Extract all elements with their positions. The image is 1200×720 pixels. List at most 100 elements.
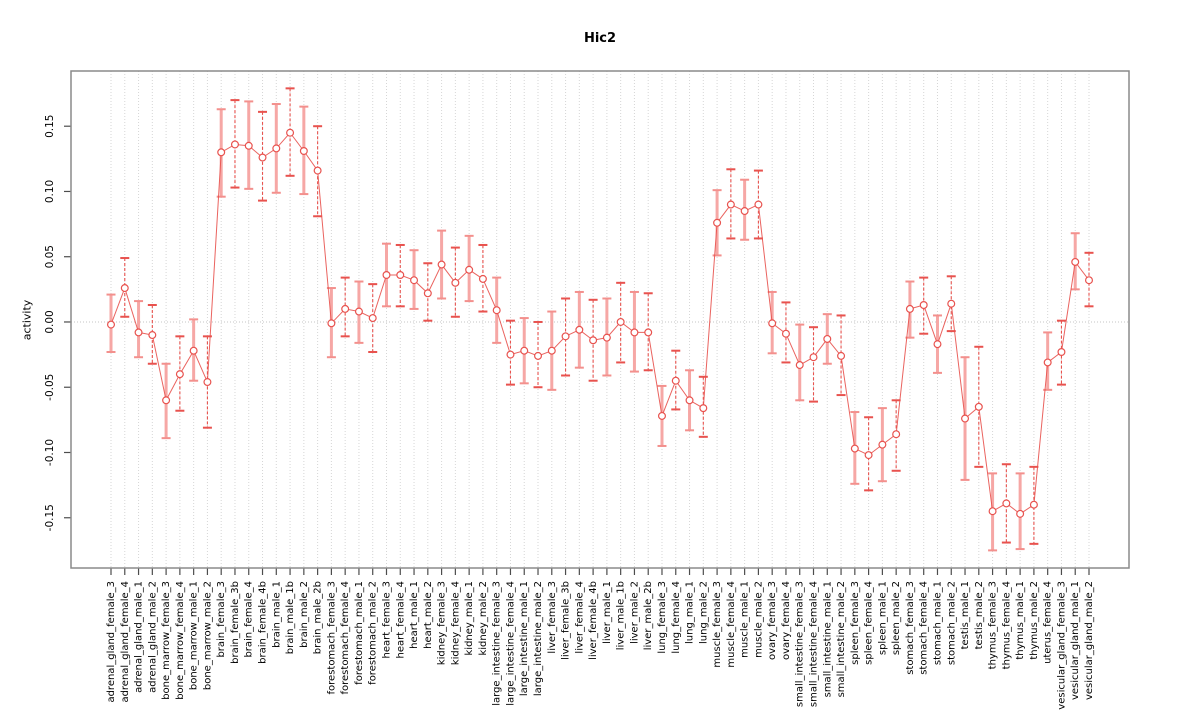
data-point [230,140,239,149]
x-tick-label: forestomach_male_2 [368,581,379,685]
data-point [657,411,666,420]
plot-border [70,70,1130,569]
x-tick-label: adrenal_gland_female_3 [106,581,117,703]
data-point [781,329,790,338]
x-tick-label: adrenal_gland_male_1 [134,581,145,693]
x-tick-label: heart_female_3 [381,581,392,659]
x-tick-label: heart_male_2 [423,581,434,649]
x-tick-label: large_intestine_female_4 [505,581,516,706]
data-point [1016,509,1025,518]
x-tick-label: testis_male_2 [974,581,985,649]
data-point [699,404,708,413]
x-tick-label: kidney_male_2 [478,581,489,656]
data-point [134,328,143,337]
data-point [506,350,515,359]
x-tick-label: thymus_female_4 [1001,581,1012,669]
data-point [850,444,859,453]
data-point [919,301,928,310]
data-point [1043,358,1052,367]
data-point [837,351,846,360]
data-point [1057,347,1066,356]
y-tick-label: 0.10 [44,180,56,203]
x-tick-label: forestomach_female_4 [340,581,351,694]
x-tick-label: bone_marrow_male_1 [189,581,200,690]
x-tick-label: brain_female_4b [258,581,269,664]
x-tick-label: liver_male_2 [629,581,640,644]
x-tick-label: forestomach_female_3 [326,581,337,694]
data-point [630,328,639,337]
data-point [713,218,722,227]
x-tick-label: small_intestine_female_3 [795,581,806,707]
data-point [616,317,625,326]
data-point [754,200,763,209]
x-tick-label: brain_female_3b [230,581,241,664]
data-point [974,402,983,411]
series-line [110,131,1090,515]
data-point [148,331,157,340]
x-tick-label: muscle_male_2 [753,581,764,658]
x-tick-label: vesicular_gland_male_2 [1084,581,1095,700]
x-tick-label: spleen_female_4 [864,581,875,665]
x-tick-label: kidney_female_3 [437,581,448,665]
data-point [795,361,804,370]
x-tick-label: brain_female_4 [244,581,255,658]
y-tick-label: 0.00 [44,310,56,333]
x-tick-label: brain_male_1b [285,581,296,654]
data-point [534,351,543,360]
x-tick-label: adrenal_gland_female_4 [120,581,131,703]
data-point [1002,499,1011,508]
x-tick-label: thymus_male_2 [1029,581,1040,660]
data-point [244,141,253,150]
data-point [478,274,487,283]
x-tick-label: large_intestine_male_2 [533,581,544,696]
data-point [189,346,198,355]
data-point [341,304,350,313]
y-tick-label: 0.05 [44,245,56,268]
data-point [203,378,212,387]
data-point [313,166,322,175]
x-tick-label: stomach_female_3 [905,581,916,675]
x-tick-label: heart_female_4 [395,581,406,659]
data-point [809,353,818,362]
data-point [1029,500,1038,509]
x-tick-label: testis_male_1 [960,581,971,649]
x-tick-label: brain_male_1 [271,581,282,648]
x-tick-label: small_intestine_male_1 [822,581,833,697]
x-tick-label: kidney_male_1 [464,581,475,656]
x-tick-label: vesicular_gland_female_3 [1056,581,1067,710]
data-point [589,336,598,345]
data-point [162,396,171,405]
x-tick-label: liver_female_4 [574,581,585,654]
data-point [286,128,295,137]
x-tick-label: thymus_female_3 [988,581,999,669]
x-tick-label: bone_marrow_male_2 [202,581,213,690]
data-point [327,319,336,328]
data-point [1084,276,1093,285]
data-point [892,430,901,439]
data-point [685,396,694,405]
x-tick-label: brain_male_2 [299,581,310,648]
x-tick-label: small_intestine_male_2 [836,581,847,697]
x-tick-label: brain_female_3 [216,581,227,658]
data-point [575,325,584,334]
data-point [437,260,446,269]
x-tick-label: large_intestine_male_1 [519,581,530,696]
x-tick-label: spleen_male_2 [891,581,902,655]
x-tick-label: ovary_female_3 [767,581,778,660]
x-tick-label: small_intestine_female_4 [809,581,820,707]
x-tick-label: bone_marrow_female_3 [161,581,172,700]
x-tick-label: spleen_male_1 [877,581,888,655]
chart-title: Hic2 [583,31,617,46]
data-point [547,346,556,355]
data-point [726,200,735,209]
x-tick-label: lung_male_2 [698,581,709,644]
y-tick-label: 0.15 [44,115,56,138]
x-tick-label: lung_female_4 [671,581,682,654]
data-point [905,304,914,313]
y-tick-label: -0.15 [44,504,56,531]
x-tick-label: liver_male_1 [602,581,613,644]
data-point [492,306,501,315]
data-point [864,451,873,460]
